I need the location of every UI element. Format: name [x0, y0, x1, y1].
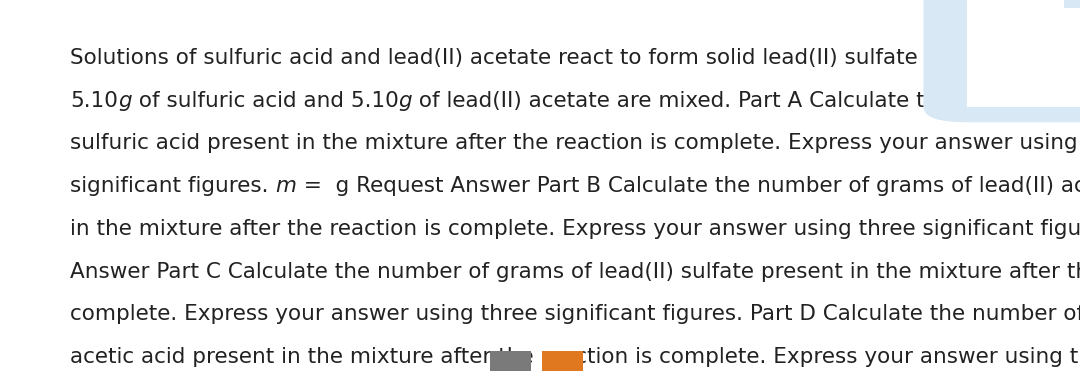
Text: of sulfuric acid and 5.10: of sulfuric acid and 5.10 [132, 91, 399, 110]
Text: of lead(II) acetate are mixed. Part A Calculate the number of grams of: of lead(II) acetate are mixed. Part A Ca… [413, 91, 1080, 110]
Text: complete. Express your answer using three significant figures. Part D Calculate : complete. Express your answer using thre… [70, 304, 1080, 324]
Text: =  g Request Answer Part B Calculate the number of grams of lead(II) acetate pre: = g Request Answer Part B Calculate the … [297, 176, 1080, 196]
Text: acetic acid present in the mixture after the reaction is complete. Express your : acetic acid present in the mixture after… [70, 347, 1080, 367]
Text: significant figures.: significant figures. [70, 176, 275, 196]
Text: in the mixture after the reaction is complete. Express your answer using three s: in the mixture after the reaction is com… [70, 219, 1080, 239]
Text: 5.10: 5.10 [70, 91, 118, 110]
Text: g: g [399, 91, 413, 110]
Text: Solutions of sulfuric acid and lead(II) acetate react to form solid lead(II) sul: Solutions of sulfuric acid and lead(II) … [70, 48, 1080, 68]
Text: m: m [275, 176, 297, 196]
Text: Answer Part C Calculate the number of grams of lead(II) sulfate present in the m: Answer Part C Calculate the number of gr… [70, 262, 1080, 282]
Text: sulfuric acid present in the mixture after the reaction is complete. Express you: sulfuric acid present in the mixture aft… [70, 133, 1080, 153]
Text: g: g [118, 91, 132, 110]
